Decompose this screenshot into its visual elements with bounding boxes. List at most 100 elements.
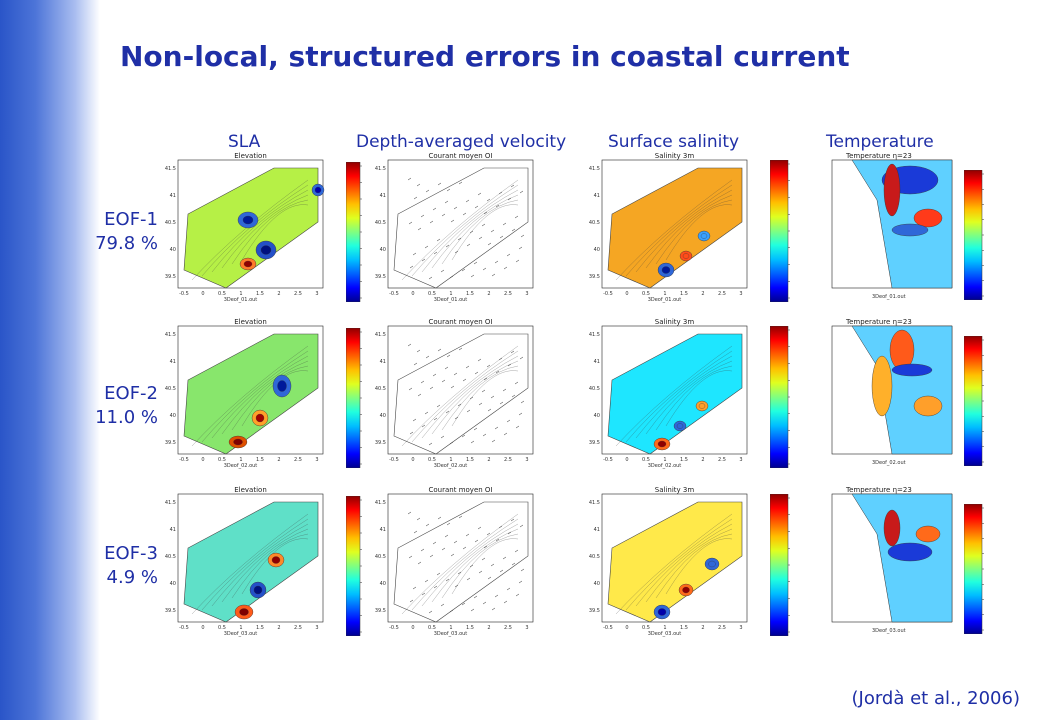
lat-tick: 41 bbox=[170, 527, 176, 533]
file-label: 3Deof_03.out bbox=[224, 631, 258, 637]
lat-tick: 40.5 bbox=[375, 554, 386, 560]
file-label: 3Deof_02.out bbox=[872, 460, 906, 466]
lat-tick: 41.5 bbox=[589, 500, 600, 506]
lon-tick: 3 bbox=[739, 457, 742, 463]
velocity-eof-1-map: Courant moyen OI -0.5 0 0.5 1 1.5 2 2.5 3 41.5 41 4… bbox=[370, 152, 538, 304]
temperature-eof-2-colorbar bbox=[964, 336, 1000, 466]
lon-tick: 1.5 bbox=[256, 625, 264, 631]
salinity-eof-2-colorbar bbox=[770, 326, 806, 468]
lat-tick: 41.5 bbox=[165, 166, 176, 172]
lat-tick: 40 bbox=[380, 413, 386, 419]
slide-title: Non-local, structured errors in coastal … bbox=[120, 40, 850, 73]
file-label: 3Deof_03.out bbox=[872, 628, 906, 634]
lon-tick: 2.5 bbox=[294, 291, 302, 297]
lon-tick: 3 bbox=[315, 457, 318, 463]
lat-tick: 40.5 bbox=[589, 554, 600, 560]
eof-name: EOF-2 bbox=[104, 383, 158, 404]
file-label: 3Deof_03.out bbox=[648, 631, 682, 637]
lon-tick: 2.5 bbox=[294, 625, 302, 631]
lon-tick: -0.5 bbox=[603, 625, 613, 631]
lon-tick: 0.5 bbox=[642, 291, 650, 297]
lat-tick: 41.5 bbox=[165, 332, 176, 338]
lat-tick: 39.5 bbox=[165, 440, 176, 446]
file-label: 3Deof_01.out bbox=[224, 297, 258, 303]
lon-tick: 2 bbox=[487, 457, 490, 463]
file-label: 3Deof_01.out bbox=[648, 297, 682, 303]
panel-title: Courant moyen OI bbox=[429, 318, 493, 326]
panel-title: Temperature η=23 bbox=[845, 152, 912, 160]
lon-tick: 0 bbox=[201, 291, 204, 297]
sla-eof-2-map: Elevation -0.5 0 0.5 1 1.5 2 2.5 3 41.5 41 40.5 40 39… bbox=[160, 318, 328, 470]
panel-title: Elevation bbox=[234, 152, 267, 160]
eof-3-label: EOF-3 4.9 % bbox=[82, 542, 158, 590]
column-heading-sla: SLA bbox=[228, 132, 261, 152]
lon-tick: 2.5 bbox=[718, 625, 726, 631]
lon-tick: 1.5 bbox=[466, 291, 474, 297]
panel-title: Temperature η=23 bbox=[845, 486, 912, 494]
lon-tick: 2 bbox=[487, 625, 490, 631]
salinity-eof-3-map: Salinity 3m -0.5 0 0.5 1 1.5 2 2.5 3 41.5 41 40.5 40… bbox=[584, 486, 752, 638]
lat-tick: 39.5 bbox=[589, 608, 600, 614]
lat-tick: 39.5 bbox=[589, 274, 600, 280]
lon-tick: 2 bbox=[701, 625, 704, 631]
lat-tick: 39.5 bbox=[375, 440, 386, 446]
temperature-eof-1-section: Temperature η=23 3Deof_01.out bbox=[808, 152, 958, 304]
panel-title: Salinity 3m bbox=[655, 486, 695, 494]
lon-tick: 1.5 bbox=[680, 457, 688, 463]
lon-tick: 1 bbox=[449, 291, 452, 297]
lon-tick: 1 bbox=[663, 625, 666, 631]
lon-tick: 0.5 bbox=[218, 625, 226, 631]
lon-tick: 0.5 bbox=[428, 291, 436, 297]
lon-tick: 3 bbox=[525, 625, 528, 631]
lon-tick: 1 bbox=[239, 291, 242, 297]
lon-tick: -0.5 bbox=[603, 457, 613, 463]
lat-tick: 40 bbox=[594, 413, 600, 419]
lat-tick: 40.5 bbox=[375, 220, 386, 226]
lon-tick: -0.5 bbox=[179, 291, 189, 297]
eof-name: EOF-1 bbox=[104, 209, 158, 230]
lon-tick: 0 bbox=[411, 457, 414, 463]
lat-tick: 39.5 bbox=[165, 274, 176, 280]
lon-tick: 3 bbox=[315, 291, 318, 297]
salinity-eof-1-map: Salinity 3m -0.5 0 0.5 1 1.5 2 2.5 3 41.5 41 40.5 40… bbox=[584, 152, 752, 304]
file-label: 3Deof_02.out bbox=[648, 463, 682, 469]
lon-tick: 0.5 bbox=[642, 457, 650, 463]
lon-tick: 0.5 bbox=[218, 291, 226, 297]
file-label: 3Deof_02.out bbox=[434, 463, 468, 469]
file-label: 3Deof_01.out bbox=[434, 297, 468, 303]
lon-tick: 3 bbox=[315, 625, 318, 631]
salinity-eof-1-colorbar bbox=[770, 160, 806, 302]
panel-title: Elevation bbox=[234, 318, 267, 326]
velocity-eof-3-map: Courant moyen OI -0.5 0 0.5 1 1.5 2 2.5 3 41.5 41 4… bbox=[370, 486, 538, 638]
lat-tick: 41.5 bbox=[589, 166, 600, 172]
lat-tick: 41 bbox=[170, 193, 176, 199]
lon-tick: 2.5 bbox=[294, 457, 302, 463]
panel-title: Courant moyen OI bbox=[429, 152, 493, 160]
lon-tick: 1.5 bbox=[680, 291, 688, 297]
lon-tick: 0 bbox=[411, 291, 414, 297]
lon-tick: 1.5 bbox=[256, 291, 264, 297]
sla-eof-1-map: Elevation -0.5 0 0.5 1 1.5 2 2.5 3 41.5 41 40.5 40 39… bbox=[160, 152, 328, 304]
lon-tick: 0 bbox=[411, 625, 414, 631]
lat-tick: 41 bbox=[380, 193, 386, 199]
lon-tick: 2 bbox=[277, 291, 280, 297]
eof-1-label: EOF-1 79.8 % bbox=[82, 208, 158, 256]
lat-tick: 40 bbox=[170, 247, 176, 253]
eof-2-label: EOF-2 11.0 % bbox=[82, 382, 158, 430]
lon-tick: 1 bbox=[663, 291, 666, 297]
lon-tick: 3 bbox=[739, 625, 742, 631]
lat-tick: 40 bbox=[170, 581, 176, 587]
lat-tick: 41.5 bbox=[375, 500, 386, 506]
panel-title: Courant moyen OI bbox=[429, 486, 493, 494]
lat-tick: 41.5 bbox=[375, 332, 386, 338]
lat-tick: 41.5 bbox=[165, 500, 176, 506]
temperature-eof-3-colorbar bbox=[964, 504, 1000, 634]
lon-tick: 0.5 bbox=[642, 625, 650, 631]
lon-tick: 0 bbox=[201, 457, 204, 463]
file-label: 3Deof_01.out bbox=[872, 294, 906, 300]
lon-tick: 2 bbox=[701, 457, 704, 463]
lon-tick: 0.5 bbox=[428, 457, 436, 463]
temperature-eof-1-colorbar bbox=[964, 170, 1000, 300]
lat-tick: 39.5 bbox=[375, 274, 386, 280]
lat-tick: 40.5 bbox=[375, 386, 386, 392]
